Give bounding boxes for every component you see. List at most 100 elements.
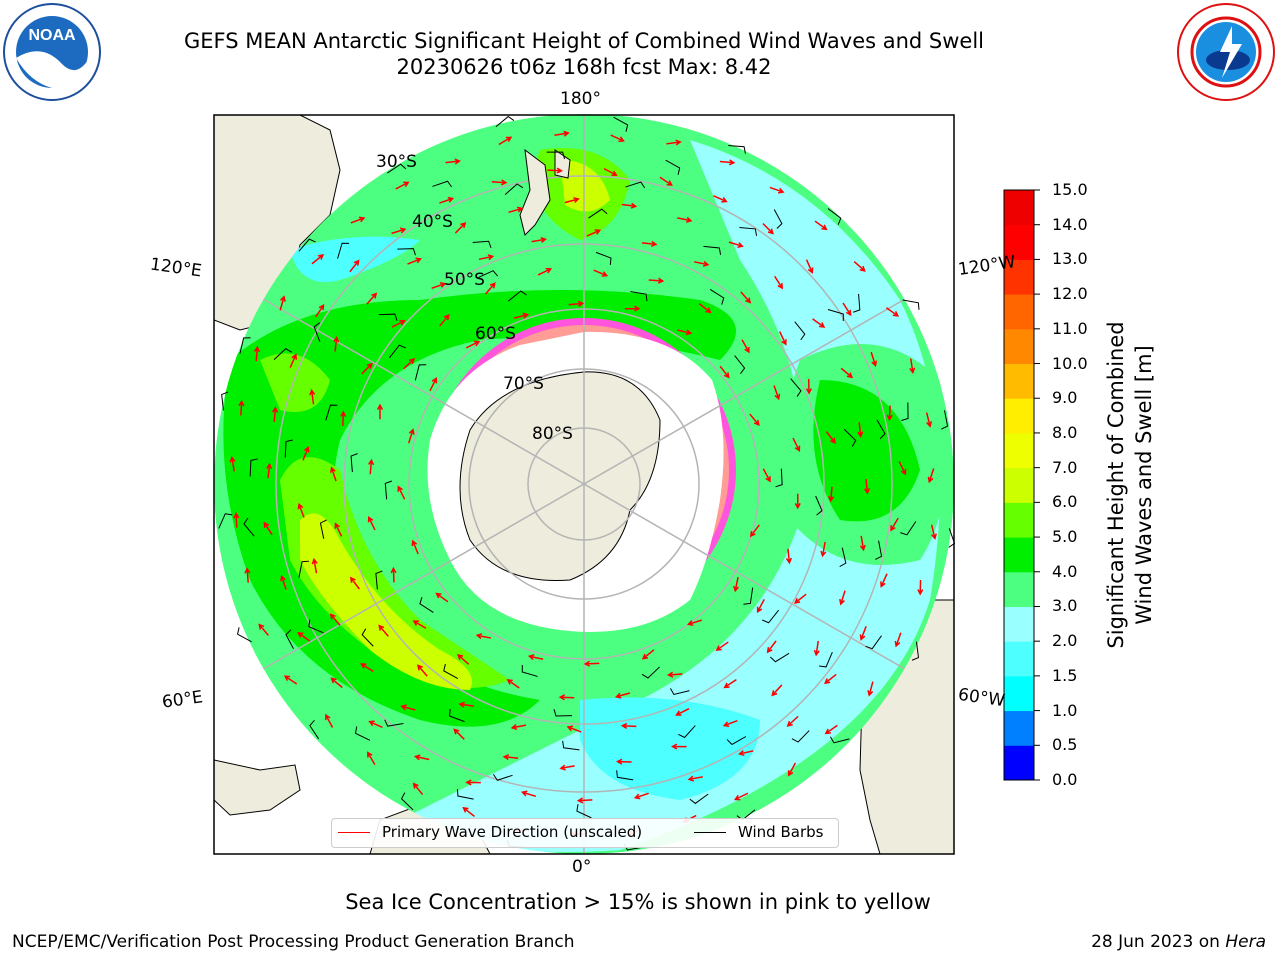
wave-direction-arrow (454, 221, 467, 234)
wave-direction-arrow (774, 275, 784, 290)
wave-direction-arrow (885, 307, 900, 317)
wind-barb (843, 428, 857, 447)
wave-direction-arrow (333, 336, 340, 352)
wave-direction-arrow (367, 515, 376, 531)
wind-barb (284, 439, 293, 458)
wave-direction-arrow (340, 410, 347, 427)
wave-direction-arrow (648, 277, 665, 284)
colorbar-segment (1004, 710, 1034, 746)
wave-direction-arrow (453, 728, 465, 740)
colorbar-segment (1004, 363, 1034, 399)
colorbar-segment (1004, 745, 1034, 781)
wind-barb (941, 410, 949, 430)
wind-barb (285, 629, 294, 649)
footer-date-text: 28 Jun 2023 on (1091, 932, 1226, 952)
wind-barb (350, 453, 358, 473)
wind-barb (739, 226, 758, 236)
graticule (214, 114, 954, 854)
wave-direction-arrow (325, 713, 334, 728)
wind-barb (728, 144, 746, 154)
wave-direction-arrow (769, 186, 785, 194)
wave-direction-arrow (302, 445, 310, 461)
wave-direction-arrow (350, 216, 366, 224)
wave-direction-arrow (366, 292, 378, 305)
wind-barb (689, 793, 709, 805)
wind-barb (546, 151, 566, 160)
wave-direction-arrow (349, 259, 360, 273)
wind-barb (815, 495, 823, 516)
wave-direction-arrow (576, 797, 593, 804)
wave-direction-arrow (839, 590, 846, 606)
wind-barb (384, 719, 404, 727)
colorbar-tick-label: 7.0 (1052, 457, 1078, 477)
wind-barb (243, 517, 255, 537)
wave-direction-arrow (462, 806, 475, 818)
wave-direction-arrow (840, 367, 854, 379)
noaa-logo-icon: NOAA (3, 3, 101, 101)
wave-direction-arrow (723, 679, 737, 689)
wind-barb (762, 609, 779, 624)
africa-land (214, 759, 301, 816)
colorbar-segment (1004, 432, 1034, 469)
wave-direction-arrow (738, 750, 754, 757)
wave-direction-arrow (502, 754, 519, 761)
wave-direction-arrow (857, 422, 864, 438)
wave-direction-arrow (395, 181, 410, 190)
wave-direction-arrow (728, 241, 744, 248)
wave-direction-arrow (329, 613, 341, 626)
wave-direction-arrow (253, 345, 261, 362)
wave-direction-arrow (568, 300, 585, 307)
wave-direction-arrow (823, 673, 837, 685)
wave-direction-arrow (280, 574, 287, 590)
wind-barb (419, 596, 434, 613)
wind-barb (249, 458, 258, 477)
latitude-label-40s: 40°S (412, 212, 453, 232)
wave-direction-arrow (853, 260, 866, 272)
wave-direction-arrow (413, 754, 430, 761)
legend-item-wave-direction: Primary Wave Direction (unscaled) (338, 823, 642, 841)
wave-direction-arrow (863, 478, 871, 495)
footer-branch: NCEP/EMC/Verification Post Processing Pr… (12, 932, 575, 952)
colorbar-tick-label: 13.0 (1052, 249, 1088, 269)
wave-direction-arrow (506, 679, 520, 689)
wind-barb (309, 719, 320, 740)
latitude-label-50s: 50°S (444, 270, 485, 290)
wave-direction-arrow (890, 517, 899, 532)
wind-barb (493, 774, 513, 781)
footer-date: 28 Jun 2023 on Hera (1091, 932, 1266, 952)
wave-direction-arrow (390, 566, 397, 583)
wave-direction-arrow (583, 660, 600, 667)
colorbar-tick-label: 15.0 (1052, 180, 1088, 199)
colorbar-tick-label: 12.0 (1052, 284, 1088, 304)
wind-barb (911, 641, 920, 661)
wind-barb (325, 404, 338, 421)
wave-direction-arrow (756, 598, 765, 614)
wave-direction-arrow (407, 428, 415, 444)
wind-barb (678, 725, 696, 739)
colorbar-tick-label: 11.0 (1052, 318, 1088, 338)
wave-direction-arrow (508, 206, 524, 214)
wave-direction-arrow (593, 269, 609, 277)
wave-direction-arrow (412, 782, 424, 796)
wave-direction-arrow (407, 257, 422, 265)
wind-barb (876, 419, 886, 440)
colorbar-tick-label: 14.0 (1052, 214, 1088, 234)
wind-barb (625, 181, 646, 189)
wind-barb (387, 163, 407, 174)
wind-barb (670, 688, 690, 696)
wind-barb (378, 313, 398, 321)
wave-direction-arrow (566, 725, 582, 733)
nws-logo-icon (1177, 3, 1275, 101)
wave-direction-arrow (263, 521, 273, 536)
wind-barb (478, 270, 499, 278)
colorbar-tick-label: 2.0 (1052, 631, 1078, 651)
wave-direction-arrow (465, 779, 481, 786)
wave-direction-arrow (927, 468, 935, 484)
wind-barb (827, 309, 844, 321)
colorbar-segment (1004, 224, 1034, 260)
colorbar-tick-label: 9.0 (1052, 388, 1078, 408)
wind-barb (641, 666, 660, 679)
wave-direction-arrow (334, 522, 343, 537)
wave-direction-arrow (238, 399, 245, 416)
wave-direction-arrow (812, 318, 826, 328)
